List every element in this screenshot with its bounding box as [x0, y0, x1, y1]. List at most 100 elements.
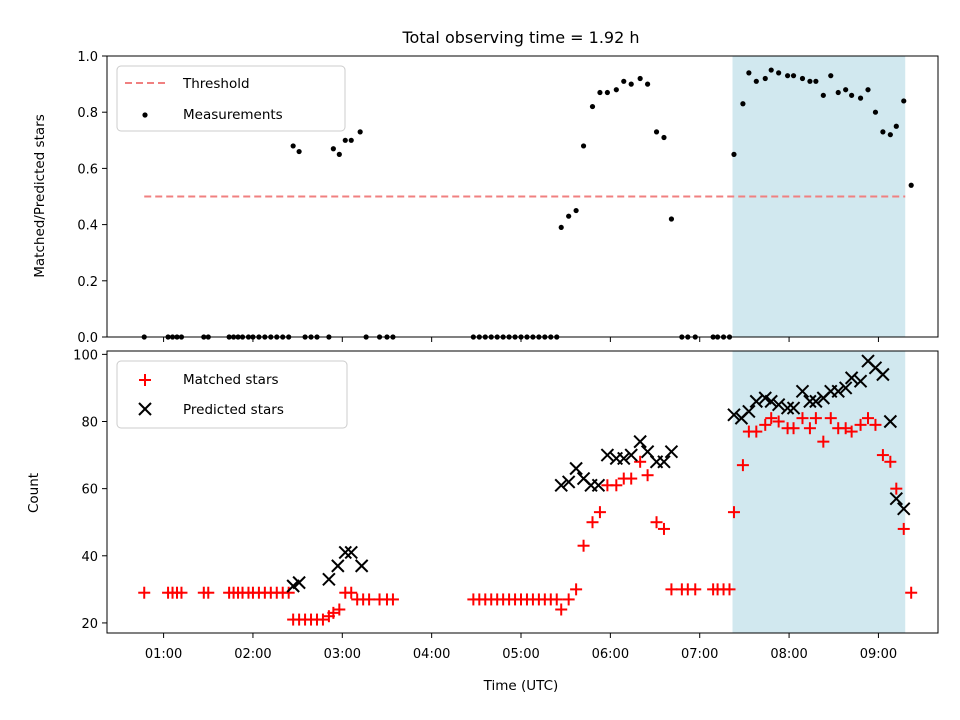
predicted-star-point: [292, 575, 306, 590]
predicted-star-point: [883, 414, 898, 429]
top-panel: 0.0 0.2 0.4 0.6 0.8 1.0 Matched/Predicted sta…: [32, 50, 939, 346]
predicted-star-point: [764, 394, 778, 409]
matched-star-point: [876, 449, 889, 462]
x-axis-label: Time (UTC): [483, 678, 559, 694]
x-tick-label: 01:00: [145, 647, 182, 662]
matched-star-point: [854, 418, 867, 431]
predicted-star-point: [786, 401, 801, 415]
predicted-star-point: [354, 559, 369, 573]
measurement-point: [661, 134, 667, 141]
predicted-star-point: [771, 398, 786, 412]
predicted-star-point: [624, 448, 638, 462]
measurement-point: [653, 129, 660, 135]
matched-star-point: [650, 516, 663, 529]
measurement-point: [330, 146, 336, 152]
measurement-point: [753, 78, 759, 84]
measurement-point: [880, 129, 886, 135]
measurement-point: [857, 95, 864, 101]
top-y-tick-label: 0.2: [77, 275, 98, 290]
matched-star-point: [657, 522, 670, 535]
matched-star-point: [586, 516, 599, 529]
predicted-star-point: [803, 394, 817, 409]
bottom-y-tick-label: 80: [81, 416, 98, 431]
bottom-panel: 20 40 60 80 100 01:00 02:00 03:00 04:00 05:00 06:0…: [26, 348, 939, 694]
predicted-star-point: [338, 545, 352, 560]
matched-star-point: [772, 415, 785, 428]
bottom-axis-ticks: 20 40 60 80 100 01:00 02:00 03:00 04:00 05:00 06:0…: [73, 348, 897, 662]
predicted-star-point: [554, 478, 568, 492]
predicted-star-point: [876, 367, 890, 382]
bottom-axes-frame: [106, 350, 939, 634]
predicted-star-points: [286, 354, 911, 593]
predicted-star-point: [749, 394, 764, 409]
matched-star-point: [765, 412, 778, 425]
matched-star-point: [689, 583, 702, 596]
measurement-point: [290, 143, 296, 149]
measurement-point: [348, 137, 354, 143]
legend-measurements-swatch: [142, 112, 148, 118]
legend-matched-swatch: [139, 374, 151, 386]
legend-predicted-swatch: [138, 402, 152, 416]
x-tick-label: 05:00: [502, 647, 539, 662]
matched-star-point: [803, 422, 816, 435]
bottom-y-tick-label: 20: [81, 617, 98, 632]
measurement-point: [731, 151, 737, 157]
top-axes-frame: [106, 55, 939, 338]
measurement-point: [835, 89, 841, 96]
measurement-point: [357, 129, 363, 135]
top-y-tick-label: 0.4: [77, 219, 98, 234]
matched-star-point: [897, 522, 910, 535]
x-tick-label: 08:00: [770, 647, 807, 662]
matched-star-point: [905, 586, 918, 599]
top-legend-box: [116, 65, 346, 132]
matched-star-point: [723, 583, 736, 596]
predicted-star-point: [831, 384, 845, 398]
matched-star-point: [641, 469, 654, 482]
predicted-star-point: [617, 451, 631, 466]
predicted-star-point: [844, 371, 859, 385]
matched-star-points: [138, 412, 918, 626]
matched-star-point: [333, 603, 346, 616]
matched-star-point: [890, 482, 903, 495]
measurement-point: [799, 75, 806, 82]
predicted-star-point: [838, 381, 853, 395]
matched-star-point: [577, 539, 590, 552]
predicted-star-point: [591, 478, 606, 492]
legend-threshold-label: Threshold: [182, 76, 250, 92]
measurement-point: [872, 109, 879, 115]
matched-star-point: [555, 603, 568, 616]
x-tick-label: 04:00: [413, 647, 450, 662]
matched-star-point: [570, 583, 583, 596]
measurement-point: [342, 137, 348, 143]
bottom-legend-box: [116, 360, 348, 429]
bottom-y-tick-label: 100: [73, 348, 98, 363]
measurement-point: [580, 143, 587, 149]
measurement-point: [901, 98, 907, 104]
top-y-tick-label: 1.0: [77, 50, 98, 65]
measurement-point: [746, 70, 752, 76]
x-tick-label: 07:00: [681, 647, 718, 662]
measurement-point: [296, 148, 302, 155]
measurement-point: [637, 75, 643, 82]
predicted-star-point: [780, 401, 795, 415]
top-y-tick-label: 0.0: [77, 331, 98, 346]
matched-star-point: [796, 412, 809, 425]
matched-star-point: [884, 455, 897, 468]
measurement-point: [644, 81, 651, 87]
matched-star-point: [562, 593, 575, 606]
predicted-star-point: [657, 455, 671, 469]
predicted-star-point: [809, 394, 823, 409]
matched-star-point: [138, 586, 151, 599]
measurement-point: [613, 87, 619, 93]
top-legend: Threshold Measurements: [116, 65, 346, 132]
measurement-point: [820, 92, 826, 98]
matched-star-point: [869, 418, 882, 431]
top-y-tick-label: 0.8: [77, 106, 98, 121]
measurement-point: [762, 75, 768, 82]
measurement-point: [573, 207, 579, 214]
matched-star-point: [845, 425, 858, 438]
measurement-point: [807, 78, 813, 84]
matched-star-point: [175, 586, 188, 599]
predicted-star-point: [727, 408, 741, 422]
predicted-star-point: [897, 502, 911, 516]
